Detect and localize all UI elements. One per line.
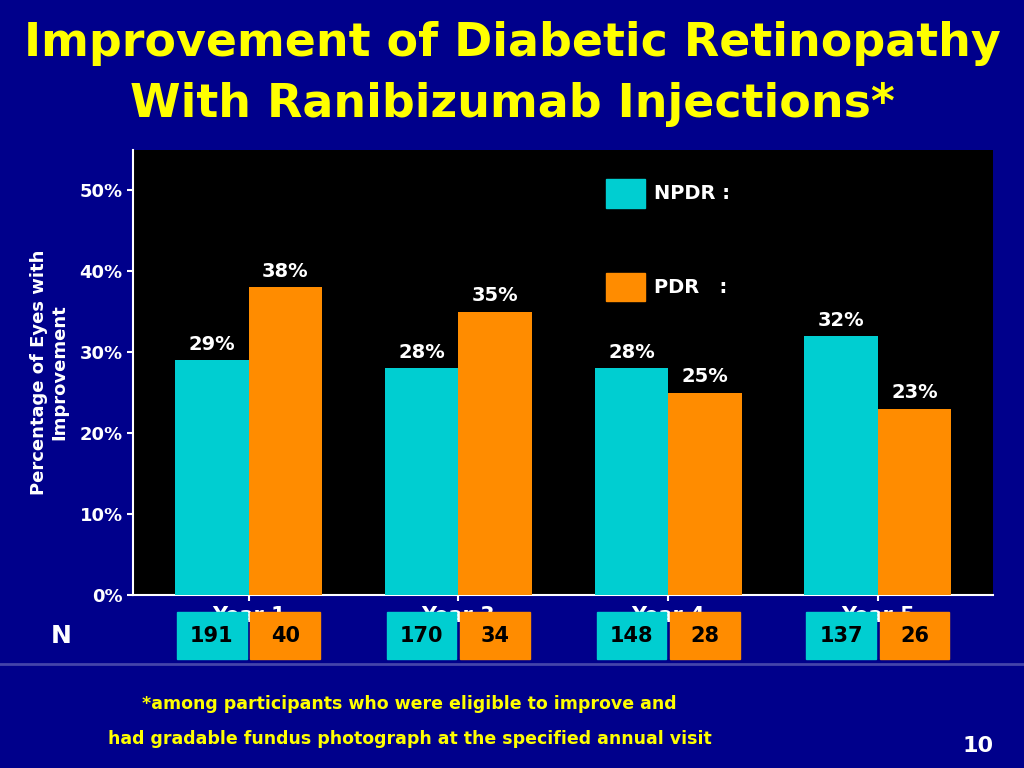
Bar bbox=[597, 612, 667, 659]
Bar bbox=[670, 612, 739, 659]
Text: NPDR :: NPDR : bbox=[653, 184, 736, 203]
Text: 28: 28 bbox=[690, 625, 719, 646]
Bar bbox=[387, 612, 457, 659]
Text: *among participants who were eligible to improve and: *among participants who were eligible to… bbox=[142, 695, 677, 713]
Bar bbox=[249, 287, 322, 595]
Bar bbox=[595, 369, 668, 595]
Text: 35%: 35% bbox=[472, 286, 518, 305]
Text: 137: 137 bbox=[819, 625, 863, 646]
Text: 23%: 23% bbox=[891, 383, 938, 402]
Text: 10: 10 bbox=[963, 736, 993, 756]
Bar bbox=[880, 612, 949, 659]
Text: 34: 34 bbox=[480, 625, 510, 646]
Text: had gradable fundus photograph at the specified annual visit: had gradable fundus photograph at the sp… bbox=[108, 730, 712, 748]
Bar bbox=[805, 336, 878, 595]
Text: 170: 170 bbox=[399, 625, 443, 646]
Bar bbox=[177, 612, 247, 659]
Bar bbox=[250, 612, 321, 659]
Text: 32%: 32% bbox=[818, 310, 864, 329]
Text: 191: 191 bbox=[190, 625, 233, 646]
Text: 38%: 38% bbox=[262, 262, 308, 281]
Text: 40: 40 bbox=[270, 625, 300, 646]
Bar bbox=[606, 179, 645, 207]
Text: 29%: 29% bbox=[188, 335, 236, 354]
Text: Improvement of Diabetic Retinopathy: Improvement of Diabetic Retinopathy bbox=[24, 21, 1000, 65]
Y-axis label: Percentage of Eyes with
Improvement: Percentage of Eyes with Improvement bbox=[30, 250, 69, 495]
Bar bbox=[175, 360, 249, 595]
Bar bbox=[460, 612, 529, 659]
Bar bbox=[668, 392, 741, 595]
Text: 28%: 28% bbox=[398, 343, 445, 362]
Text: 148: 148 bbox=[609, 625, 653, 646]
Text: 26: 26 bbox=[900, 625, 929, 646]
Bar bbox=[459, 312, 531, 595]
Text: 25%: 25% bbox=[681, 367, 728, 386]
Bar bbox=[878, 409, 951, 595]
Text: With Ranibizumab Injections*: With Ranibizumab Injections* bbox=[130, 82, 894, 127]
Bar bbox=[806, 612, 877, 659]
Bar bbox=[385, 369, 459, 595]
Text: N: N bbox=[51, 624, 72, 647]
Bar bbox=[606, 273, 645, 301]
Text: PDR   :: PDR : bbox=[653, 277, 733, 296]
Text: 28%: 28% bbox=[608, 343, 654, 362]
